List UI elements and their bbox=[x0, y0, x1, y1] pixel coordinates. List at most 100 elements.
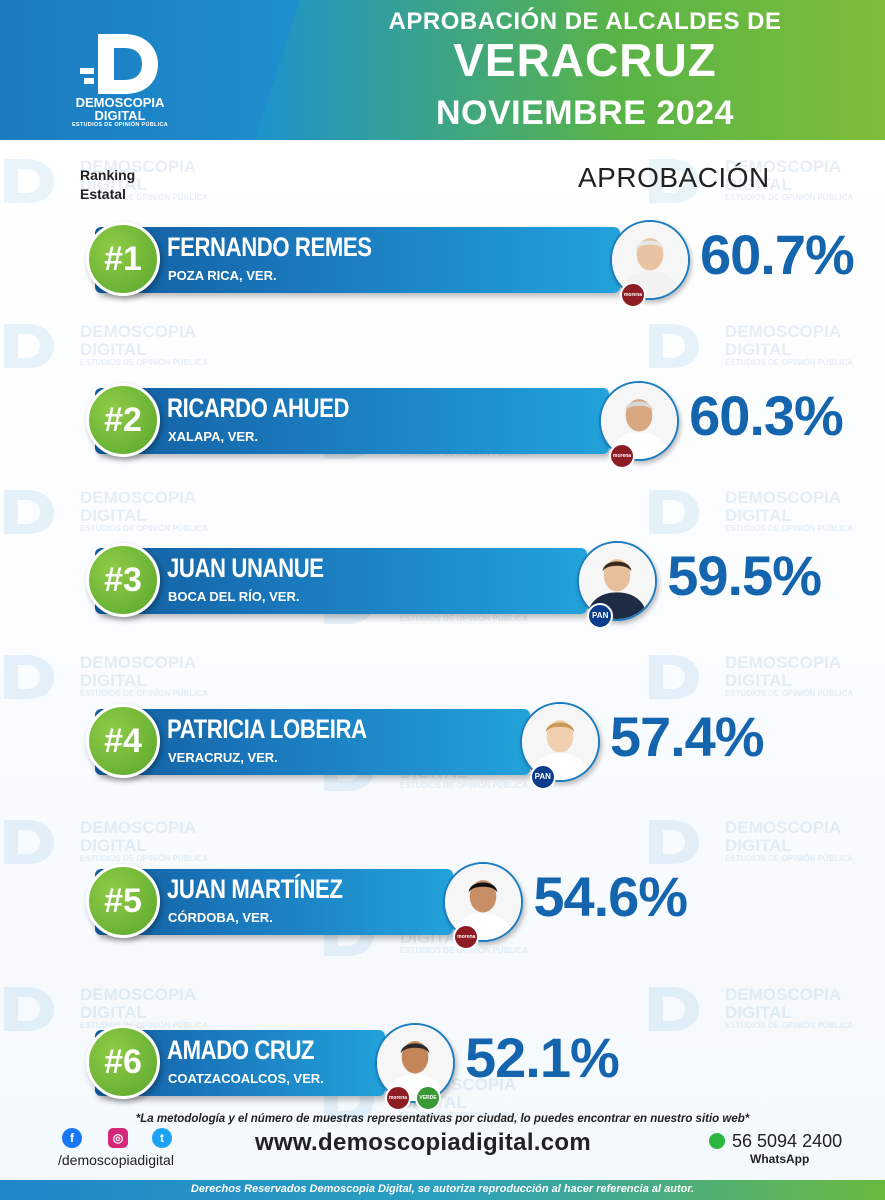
mayor-name: JUAN MARTÍNEZ bbox=[167, 874, 343, 904]
footer-bar bbox=[0, 1180, 885, 1200]
brand-name-line2: DIGITAL bbox=[94, 108, 146, 123]
watermark-text: ESTUDIOS DE OPINIÓN PÚBLICA bbox=[80, 193, 209, 202]
mayor-city: XALAPA, VER. bbox=[168, 428, 259, 444]
watermark-text: ESTUDIOS DE OPINIÓN PÚBLICA bbox=[400, 614, 529, 623]
chart-row: #2 RICARDO AHUED XALAPA, VER. morena 60.3% bbox=[0, 380, 885, 469]
brand-name-line1: DEMOSCOPIA bbox=[75, 95, 165, 110]
approval-value: 60.7% bbox=[700, 223, 855, 286]
title-line1: APROBACIÓN DE ALCALDES DE bbox=[388, 8, 782, 35]
mayor-name: RICARDO AHUED bbox=[167, 392, 350, 423]
approval-value: 52.1% bbox=[465, 1025, 620, 1089]
facebook-icon[interactable]: f bbox=[62, 1128, 82, 1148]
rank-number: #3 bbox=[104, 561, 142, 599]
watermark-text: DEMOSCOPIA bbox=[725, 985, 842, 1004]
watermark-text: ESTUDIOS DE OPINIÓN PÚBLICA bbox=[725, 854, 854, 863]
watermark-text: DEMOSCOPIA bbox=[80, 157, 197, 176]
rank-number: #6 bbox=[104, 1042, 142, 1081]
approval-value: 54.6% bbox=[533, 865, 688, 928]
party-logo-morena: morena bbox=[620, 282, 646, 308]
watermark-text: DEMOSCOPIA bbox=[80, 818, 197, 837]
party-logo-morena: morena bbox=[453, 924, 480, 950]
mayor-city: BOCA DEL RÍO, VER. bbox=[168, 589, 300, 604]
instagram-icon[interactable]: ◎ bbox=[108, 1128, 128, 1148]
chart-row: #1 FERNANDO REMES POZA RICA, VER. morena 60.… bbox=[0, 220, 885, 308]
party-logo-pan: PAN bbox=[529, 763, 556, 790]
watermark-text: ESTUDIOS DE OPINIÓN PÚBLICA bbox=[400, 1111, 529, 1120]
watermark-text: ESTUDIOS DE OPINIÓN PÚBLICA bbox=[80, 358, 209, 367]
approval-bar bbox=[95, 548, 588, 614]
mayor-name: JUAN UNANUE bbox=[167, 553, 324, 583]
watermark-text: DIGITAL bbox=[725, 175, 792, 194]
mayor-city: CÓRDOBA, VER. bbox=[168, 910, 273, 925]
ranking-label-line2: Estatal bbox=[80, 186, 126, 202]
chart-row: #5 JUAN MARTÍNEZ CÓRDOBA, VER. morena 54.6% bbox=[0, 862, 885, 950]
chart-row: #3 JUAN UNANUE BOCA DEL RÍO, VER. PAN 59.5% bbox=[0, 541, 885, 629]
whatsapp-label: WhatsApp bbox=[750, 1152, 810, 1166]
ranking-label-line1: Ranking bbox=[80, 167, 136, 183]
watermark-text: DEMOSCOPIA bbox=[725, 818, 842, 837]
watermark-text: ESTUDIOS DE OPINIÓN PÚBLICA bbox=[80, 1021, 209, 1030]
watermark-text: ESTUDIOS DE OPINIÓN PÚBLICA bbox=[400, 449, 529, 458]
watermark-text: DIGITAL bbox=[725, 671, 792, 690]
watermark-text: DEMOSCOPIA bbox=[80, 985, 197, 1004]
watermark-text: ESTUDIOS DE OPINIÓN PÚBLICA bbox=[400, 781, 529, 790]
social-handle[interactable]: /demoscopiadigital bbox=[58, 1152, 174, 1168]
watermark-text: ESTUDIOS DE OPINIÓN PÚBLICA bbox=[725, 193, 854, 202]
watermark-text: ESTUDIOS DE OPINIÓN PÚBLICA bbox=[725, 689, 854, 698]
whatsapp-icon[interactable] bbox=[709, 1133, 725, 1149]
watermark-text: DEMOSCOPIA bbox=[725, 488, 842, 507]
brand-name: DEMOSCOPIA DIGITAL bbox=[60, 96, 180, 122]
watermark-text: DIGITAL bbox=[80, 836, 147, 855]
rank-number: #5 bbox=[104, 882, 142, 920]
party-logo-morena: morena bbox=[385, 1084, 411, 1111]
mayor-name: PATRICIA LOBEIRA bbox=[167, 713, 367, 744]
watermark-text: DEMOSCOPIA bbox=[80, 488, 197, 507]
phone-number[interactable]: 56 5094 2400 bbox=[732, 1131, 843, 1151]
watermark-text: DIGITAL bbox=[725, 836, 792, 855]
rank-number: #2 bbox=[104, 400, 142, 439]
methodology-note: *La metodología y el número de muestras … bbox=[135, 1113, 750, 1125]
website-link[interactable]: www.demoscopiadigital.com bbox=[255, 1129, 591, 1156]
chart-row: #6 AMADO CRUZ COATZACOALCOS, VER. morena VER… bbox=[0, 1022, 885, 1111]
watermark-text: DIGITAL bbox=[725, 1003, 792, 1022]
mayor-city: COATZACOALCOS, VER. bbox=[168, 1070, 324, 1086]
watermark-text: DEMOSCOPIA bbox=[80, 653, 197, 672]
watermark-text: DEMOSCOPIA bbox=[725, 653, 842, 672]
approval-value: 59.5% bbox=[667, 544, 822, 607]
watermark-text: ESTUDIOS DE OPINIÓN PÚBLICA bbox=[725, 358, 854, 367]
rank-badge: #2 bbox=[86, 382, 160, 457]
title-line2: VERACRUZ bbox=[453, 34, 717, 86]
watermark-text: DEMOSCOPIA bbox=[725, 157, 842, 176]
rank-badge: #4 bbox=[86, 703, 160, 778]
chart-row: #4 PATRICIA LOBEIRA VERACRUZ, VER. PAN 57.4% bbox=[0, 701, 885, 790]
rank-badge: #5 bbox=[86, 864, 160, 938]
period-title: NOVIEMBRE 2024 bbox=[436, 94, 734, 132]
logo-d-icon bbox=[80, 34, 158, 94]
party-logo-pan: PAN bbox=[587, 603, 614, 629]
watermark-text: ESTUDIOS DE OPINIÓN PÚBLICA bbox=[400, 946, 529, 955]
rank-badge: #3 bbox=[86, 543, 160, 617]
watermark-text: ESTUDIOS DE OPINIÓN PÚBLICA bbox=[725, 1021, 854, 1030]
rank-number: #4 bbox=[104, 721, 142, 760]
brand-tagline: ESTUDIOS DE OPINIÓN PÚBLICA bbox=[71, 122, 169, 128]
header-banner: DEMOSCOPIA DIGITAL ESTUDIOS DE OPINIÓN P… bbox=[0, 0, 885, 140]
party-logo-verde: VERDE bbox=[415, 1084, 441, 1111]
party-logo-morena: morena bbox=[609, 442, 636, 469]
watermark-text: DIGITAL bbox=[80, 671, 147, 690]
twitter-icon[interactable]: t bbox=[152, 1128, 172, 1148]
watermark-text: DIGITAL bbox=[725, 340, 792, 359]
mayor-name: AMADO CRUZ bbox=[167, 1034, 315, 1065]
brand-logo: DEMOSCOPIA DIGITAL ESTUDIOS DE OPINIÓN P… bbox=[60, 28, 190, 133]
mayor-city: POZA RICA, VER. bbox=[168, 268, 277, 283]
mayor-city: VERACRUZ, VER. bbox=[168, 749, 278, 765]
